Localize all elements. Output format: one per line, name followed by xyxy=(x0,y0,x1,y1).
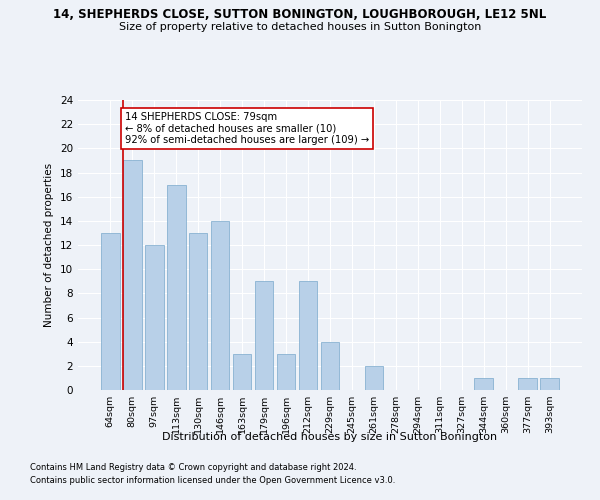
Bar xyxy=(211,221,229,390)
Bar xyxy=(277,354,295,390)
Bar xyxy=(167,184,185,390)
Text: Contains HM Land Registry data © Crown copyright and database right 2024.: Contains HM Land Registry data © Crown c… xyxy=(30,464,356,472)
Bar xyxy=(541,378,559,390)
Text: 14, SHEPHERDS CLOSE, SUTTON BONINGTON, LOUGHBOROUGH, LE12 5NL: 14, SHEPHERDS CLOSE, SUTTON BONINGTON, L… xyxy=(53,8,547,20)
Text: Contains public sector information licensed under the Open Government Licence v3: Contains public sector information licen… xyxy=(30,476,395,485)
Text: Distribution of detached houses by size in Sutton Bonington: Distribution of detached houses by size … xyxy=(163,432,497,442)
Bar xyxy=(365,366,383,390)
Y-axis label: Number of detached properties: Number of detached properties xyxy=(44,163,55,327)
Bar xyxy=(145,245,164,390)
Bar xyxy=(101,233,119,390)
Bar xyxy=(320,342,340,390)
Bar xyxy=(189,233,208,390)
Text: Size of property relative to detached houses in Sutton Bonington: Size of property relative to detached ho… xyxy=(119,22,481,32)
Bar xyxy=(475,378,493,390)
Bar xyxy=(299,281,317,390)
Bar xyxy=(255,281,274,390)
Bar xyxy=(123,160,142,390)
Bar xyxy=(518,378,537,390)
Bar xyxy=(233,354,251,390)
Text: 14 SHEPHERDS CLOSE: 79sqm
← 8% of detached houses are smaller (10)
92% of semi-d: 14 SHEPHERDS CLOSE: 79sqm ← 8% of detach… xyxy=(125,112,370,146)
